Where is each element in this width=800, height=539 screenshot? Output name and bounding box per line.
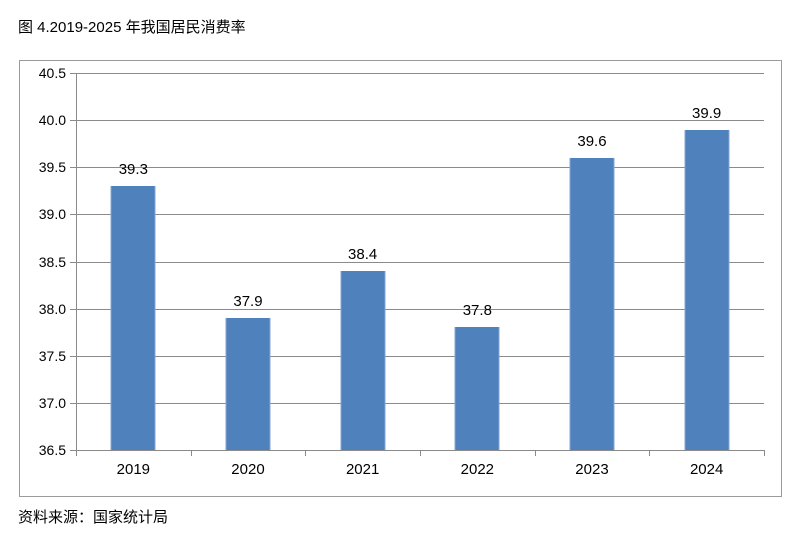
x-axis-tick [305, 450, 307, 456]
y-axis-tick [70, 214, 76, 216]
x-axis-tick [534, 450, 536, 456]
gridline [76, 355, 764, 357]
bar-value-label: 37.9 [233, 293, 263, 311]
gridline [76, 73, 764, 74]
bar [225, 318, 271, 450]
x-axis-tick [649, 450, 651, 456]
x-axis-tick [764, 450, 765, 456]
y-axis-label: 37.0 [38, 394, 66, 411]
figure-title: 图 4.2019-2025 年我国居民消费率 [18, 19, 246, 36]
x-axis-tick [76, 450, 77, 456]
y-axis-label: 38.0 [38, 300, 66, 317]
y-axis-label: 36.5 [38, 442, 66, 458]
gridline [76, 167, 764, 169]
bar-value-label: 39.6 [577, 132, 607, 150]
y-axis-tick [70, 120, 76, 122]
bar-column: 39.6 2023 [535, 73, 650, 478]
x-axis-label: 2024 [689, 461, 724, 478]
x-axis-label: 2019 [116, 461, 151, 478]
source-note: 资料来源：国家统计局 [18, 509, 169, 526]
bar-value-label: 39.9 [692, 104, 722, 122]
bar [110, 186, 156, 450]
y-axis-label: 39.0 [38, 206, 66, 223]
y-axis-tick [70, 261, 76, 263]
bar-value-label: 38.4 [348, 245, 378, 263]
gridline [76, 261, 764, 263]
gridline [76, 120, 764, 122]
bar-column: 39.3 2019 [76, 73, 191, 478]
bar-column: 39.9 2024 [649, 73, 764, 478]
y-axis-tick [70, 73, 76, 74]
bar-column: 37.9 2020 [191, 73, 306, 478]
x-axis-label: 2023 [575, 461, 609, 478]
gridline [76, 214, 764, 216]
x-axis-label: 2021 [345, 461, 380, 478]
bar [684, 129, 730, 450]
x-axis-label: 2020 [231, 461, 265, 478]
plot-area: 39.3 2019 37.9 2020 38.4 2021 37.8 2022 39.6 2023… [70, 73, 765, 478]
bar-column: 37.8 2022 [420, 73, 535, 478]
bar [454, 327, 500, 450]
bar-value-label: 37.8 [462, 302, 492, 320]
y-axis-label: 39.5 [38, 159, 66, 176]
bar-value-label: 39.3 [118, 161, 148, 179]
bar [569, 157, 615, 450]
x-axis-tick [420, 450, 421, 456]
y-axis-label: 40.0 [38, 112, 66, 129]
gridline [76, 402, 764, 404]
y-axis-tick [70, 402, 76, 404]
y-axis-tick [70, 308, 76, 310]
x-axis-label: 2022 [460, 461, 495, 478]
y-axis-tick [70, 167, 76, 169]
y-axis-tick [70, 355, 76, 357]
y-axis-labels: 40.5 40.0 39.5 39.0 38.5 38.0 37.5 37.0 36.5 [20, 65, 66, 458]
bar-column: 38.4 2021 [305, 73, 420, 478]
x-axis-tick [190, 450, 192, 456]
y-axis-tick [70, 450, 76, 451]
chart-area: 40.5 40.0 39.5 39.0 38.5 38.0 37.5 37.0 36.5 39.… [19, 60, 782, 497]
y-axis-label: 37.5 [38, 347, 66, 364]
y-axis-label: 40.5 [38, 65, 66, 81]
bar [340, 270, 386, 450]
y-axis-label: 38.5 [38, 253, 66, 270]
gridline [76, 308, 764, 310]
